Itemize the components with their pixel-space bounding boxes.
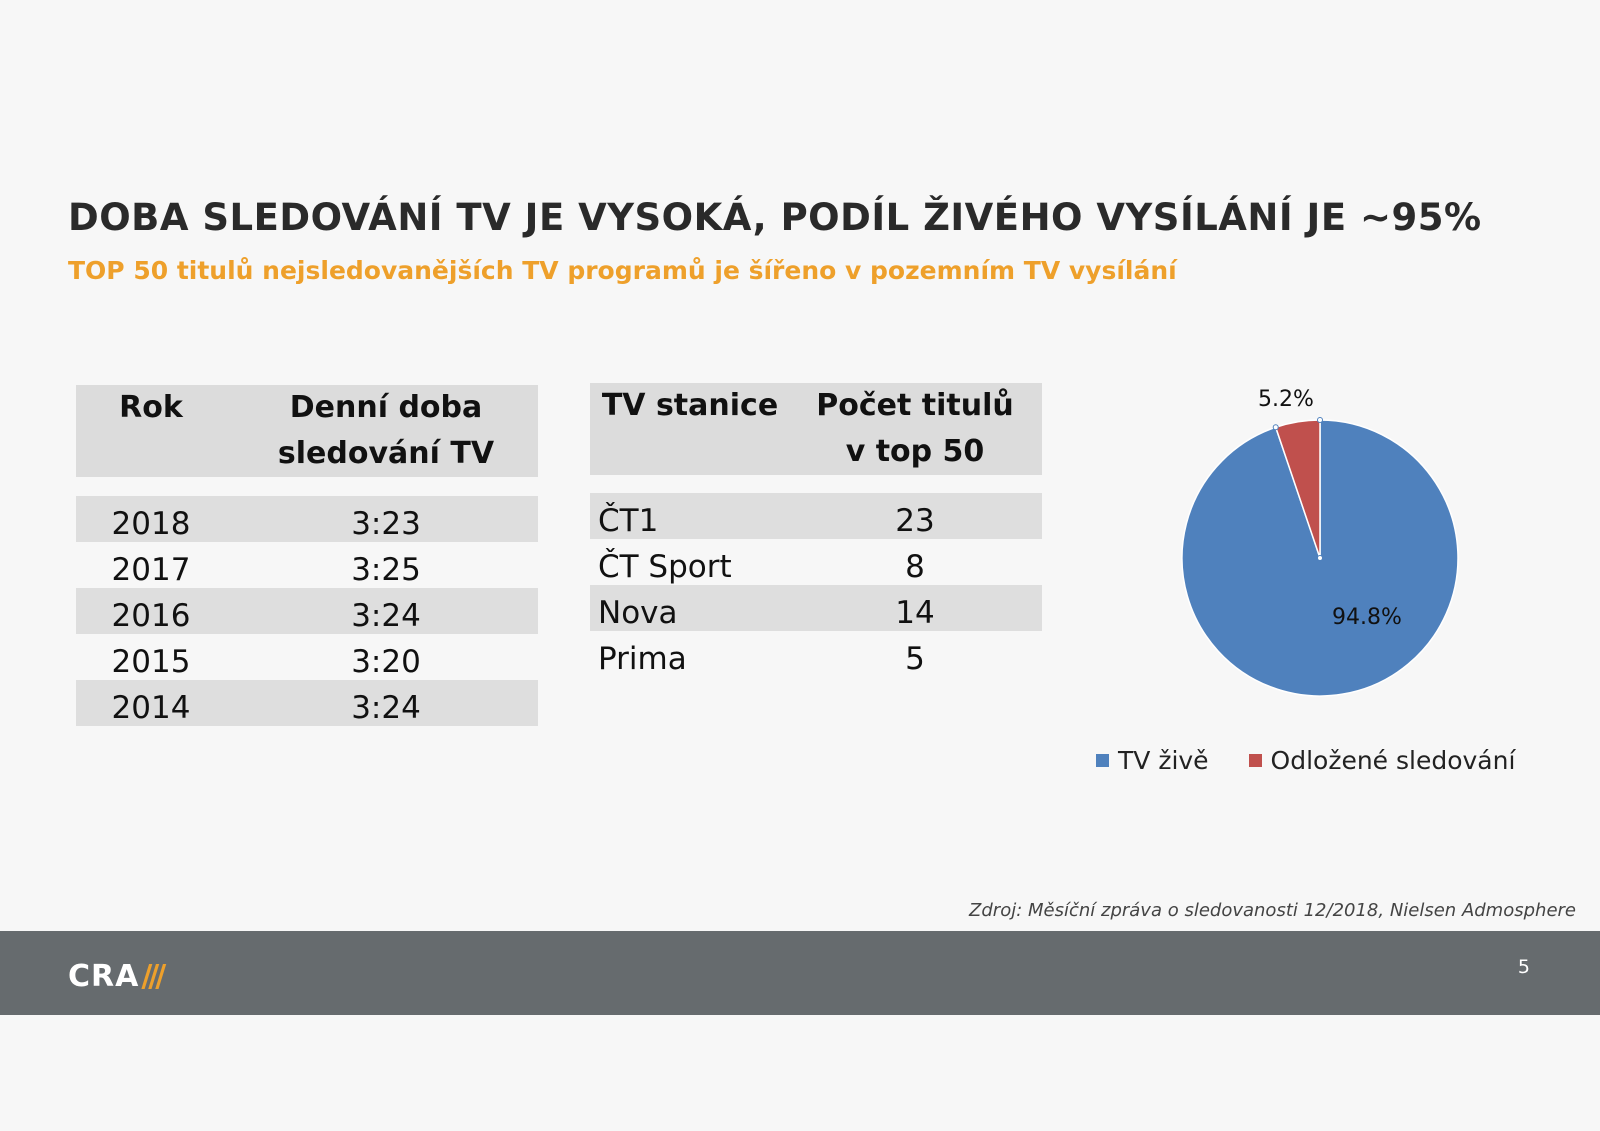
year-cell: 2014 bbox=[111, 690, 191, 726]
table-row: Prima 5 bbox=[590, 631, 1042, 677]
legend-swatch-live bbox=[1096, 754, 1109, 767]
table-row: ČT Sport 8 bbox=[590, 539, 1042, 585]
count-cell: 14 bbox=[895, 595, 935, 631]
footer-bar: CRA/// 5 bbox=[0, 931, 1600, 1015]
table-row: ČT1 23 bbox=[590, 493, 1042, 539]
table-row: 2015 3:20 bbox=[76, 634, 538, 680]
legend-item-live: TV živě bbox=[1096, 746, 1209, 775]
time-cell: 3:24 bbox=[351, 598, 421, 634]
count-cell: 23 bbox=[895, 503, 935, 539]
table-row: 2016 3:24 bbox=[76, 588, 538, 634]
table-header: TV stanice Počet titulů v top 50 bbox=[590, 383, 1042, 475]
header-year: Rok bbox=[119, 390, 183, 425]
time-cell: 3:20 bbox=[351, 644, 421, 680]
page-title: DOBA SLEDOVÁNÍ TV JE VYSOKÁ, PODÍL ŽIVÉH… bbox=[68, 196, 1482, 239]
pie-marker-dot bbox=[1317, 417, 1323, 423]
table-row: 2014 3:24 bbox=[76, 680, 538, 726]
cra-logo: CRA/// bbox=[68, 959, 166, 994]
table-row: 2017 3:25 bbox=[76, 542, 538, 588]
year-cell: 2015 bbox=[111, 644, 191, 680]
legend-label-delayed: Odložené sledování bbox=[1270, 746, 1516, 775]
year-cell: 2018 bbox=[111, 506, 191, 542]
viewing-time-table: Rok Denní doba sledování TV 2018 3:23 20… bbox=[76, 385, 538, 730]
time-cell: 3:23 bbox=[351, 506, 421, 542]
pie-chart: 94.8% 5.2% bbox=[1181, 387, 1459, 697]
legend-item-delayed: Odložené sledování bbox=[1248, 746, 1516, 775]
count-cell: 8 bbox=[905, 549, 925, 585]
stations-table: TV stanice Počet titulů v top 50 ČT1 23 … bbox=[590, 383, 1042, 683]
pie-marker-dot bbox=[1317, 555, 1323, 561]
pie-label-live: 94.8% bbox=[1332, 605, 1402, 630]
header-count-line2: v top 50 bbox=[845, 434, 985, 469]
table-header: Rok Denní doba sledování TV bbox=[76, 385, 538, 477]
year-cell: 2017 bbox=[111, 552, 191, 588]
chart-legend: TV živě Odložené sledování bbox=[1096, 746, 1547, 775]
station-cell: ČT Sport bbox=[598, 549, 732, 585]
pie-label-delayed: 5.2% bbox=[1258, 387, 1314, 412]
header-count-line1: Počet titulů bbox=[816, 388, 1014, 423]
logo-text: CRA bbox=[68, 959, 140, 994]
pie-marker-dot bbox=[1272, 424, 1279, 431]
year-cell: 2016 bbox=[111, 598, 191, 634]
source-note: Zdroj: Měsíční zpráva o sledovanosti 12/… bbox=[969, 900, 1576, 921]
legend-label-live: TV živě bbox=[1118, 746, 1209, 775]
legend-swatch-delayed bbox=[1248, 754, 1262, 767]
header-time-line1: Denní doba bbox=[289, 390, 483, 425]
station-cell: ČT1 bbox=[598, 503, 659, 539]
time-cell: 3:24 bbox=[351, 690, 421, 726]
page-subtitle: TOP 50 titulů nejsledovanějších TV progr… bbox=[68, 256, 1177, 285]
table-row: Nova 14 bbox=[590, 585, 1042, 631]
header-station: TV stanice bbox=[601, 388, 779, 423]
logo-marks-icon: /// bbox=[141, 959, 166, 994]
table-row: 2018 3:23 bbox=[76, 496, 538, 542]
station-cell: Nova bbox=[598, 595, 678, 631]
page-number: 5 bbox=[1517, 956, 1530, 978]
station-cell: Prima bbox=[598, 641, 687, 677]
header-time-line2: sledování TV bbox=[277, 436, 495, 471]
count-cell: 5 bbox=[905, 641, 925, 677]
time-cell: 3:25 bbox=[351, 552, 421, 588]
